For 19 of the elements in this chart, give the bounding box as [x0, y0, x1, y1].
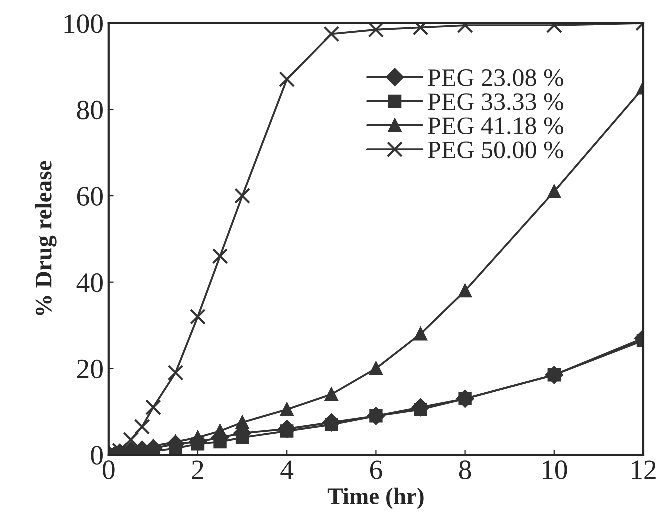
y-axis-title: % Drug release	[35, 161, 57, 316]
x-tick-label: 2	[192, 460, 204, 480]
y-tick-label: 0	[91, 446, 103, 465]
y-tick-label: 40	[76, 274, 103, 292]
legend-label: PEG 33.33 %	[428, 94, 564, 111]
x-tick-label: 8	[459, 460, 472, 480]
x-tick-label: 4	[280, 460, 294, 480]
legend-label: PEG 41.18 %	[428, 118, 564, 135]
y-tick-label: 80	[77, 100, 103, 120]
y-tick-label: 100	[64, 14, 103, 34]
legend-label: PEG 23.08 %	[428, 69, 564, 86]
x-axis-title: Time (hr)	[328, 488, 424, 510]
x-tick-label: 10	[542, 460, 568, 480]
x-tick-label: 12	[632, 460, 656, 480]
y-tick-label: 60	[77, 187, 103, 206]
x-tick-label: 6	[370, 460, 382, 480]
x-tick-label: 0	[103, 460, 115, 480]
legend-label: PEG 50.00 %	[428, 142, 564, 159]
y-tick-label: 20	[77, 360, 103, 379]
